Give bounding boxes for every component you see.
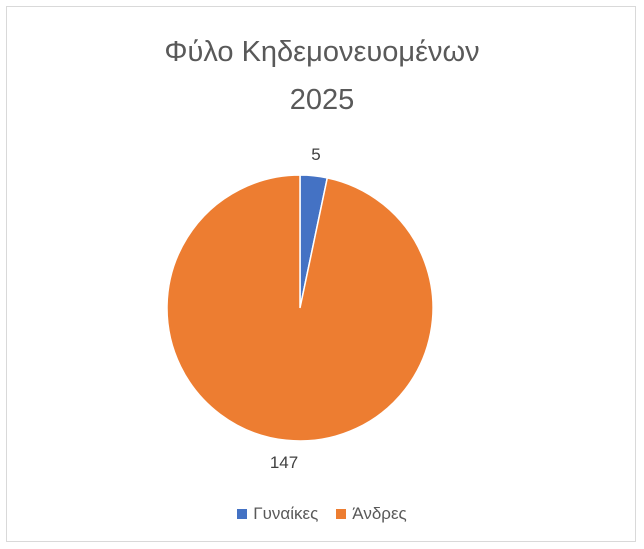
legend-swatch-women	[237, 509, 248, 519]
pie-slice-men	[166, 174, 434, 442]
chart-title-year: 2025	[289, 84, 355, 116]
chart-title: Φύλο Κηδεμονευομένων	[164, 36, 480, 68]
legend-item-men: Άνδρες	[336, 504, 407, 524]
legend-item-women: Γυναίκες	[237, 504, 318, 524]
legend-label-women: Γυναίκες	[253, 504, 319, 523]
data-label-women: 5	[311, 145, 320, 164]
legend-swatch-men	[336, 509, 347, 519]
data-label-men: 147	[270, 453, 298, 472]
legend: Γυναίκες Άνδρες	[0, 504, 644, 524]
legend-label-men: Άνδρες	[352, 504, 407, 523]
